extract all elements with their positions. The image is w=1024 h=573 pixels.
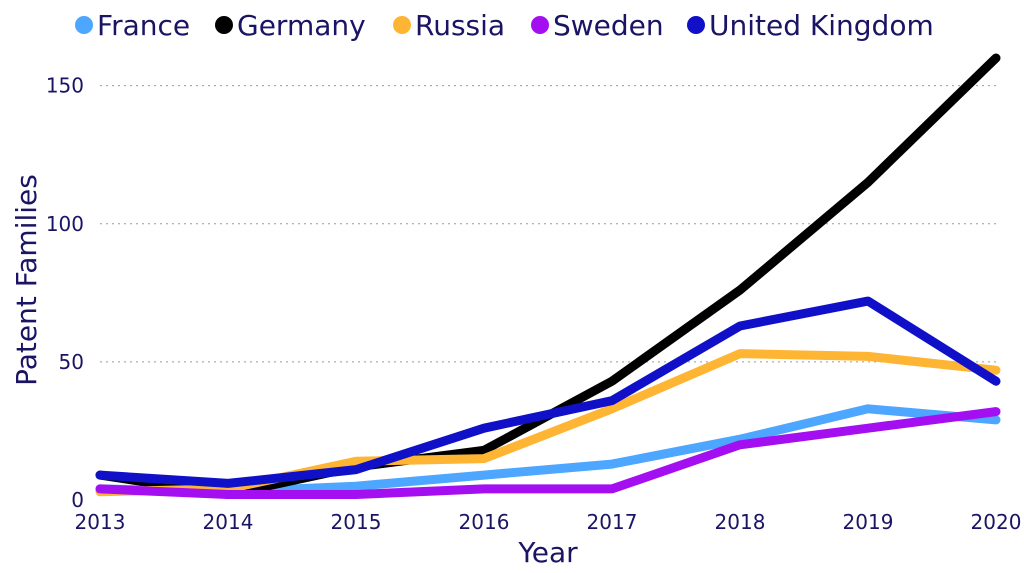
gridlines [100, 85, 996, 363]
x-tick-label: 2015 [331, 510, 382, 534]
y-axis-title: Patent Families [10, 174, 43, 386]
legend-label: Germany [237, 9, 366, 42]
x-tick-label: 2020 [971, 510, 1022, 534]
series-line-sweden [95, 407, 1001, 499]
legend-marker [531, 16, 549, 34]
legend-label: United Kingdom [709, 9, 934, 42]
x-tick-label: 2017 [587, 510, 638, 534]
legend-item: Germany [215, 9, 366, 42]
series-line-united-kingdom [95, 296, 1001, 488]
x-tick-label: 2014 [203, 510, 254, 534]
legend-marker [687, 16, 705, 34]
x-tick-label: 2018 [715, 510, 766, 534]
legend: France Germany Russia Sweden United Kingdom [75, 9, 934, 42]
legend-marker [215, 16, 233, 34]
x-tick-label: 2019 [843, 510, 894, 534]
x-axis-ticks: 2013 2014 2015 2016 2017 2018 2019 2020 [75, 510, 1022, 534]
legend-label: Sweden [553, 9, 664, 42]
x-tick-label: 2016 [459, 510, 510, 534]
legend-item: Russia [393, 9, 505, 42]
legend-item: United Kingdom [687, 9, 934, 42]
y-tick-label: 50 [59, 350, 84, 374]
legend-marker [393, 16, 411, 34]
legend-label: Russia [415, 9, 505, 42]
x-tick-label: 2013 [75, 510, 126, 534]
legend-label: France [97, 9, 190, 42]
legend-marker [75, 16, 93, 34]
y-tick-label: 100 [46, 212, 84, 236]
series-lines [95, 53, 1001, 499]
y-axis-ticks: 0 50 100 150 [46, 74, 84, 512]
y-tick-label: 150 [46, 74, 84, 98]
legend-item: Sweden [531, 9, 664, 42]
x-axis-title: Year [517, 536, 578, 569]
y-tick-label: 0 [71, 488, 84, 512]
legend-item: France [75, 9, 190, 42]
